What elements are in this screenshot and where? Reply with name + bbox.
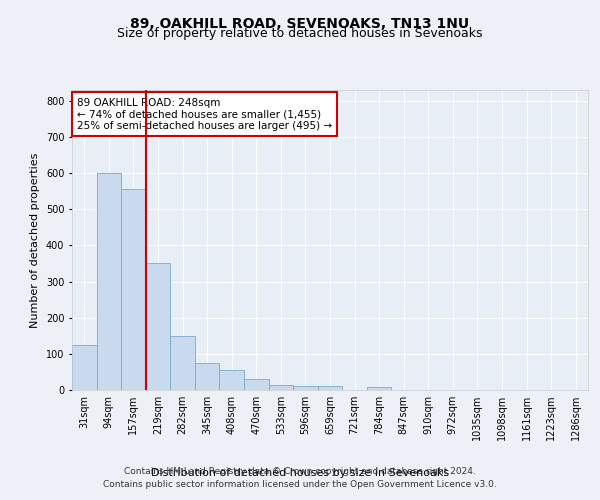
- Bar: [195, 363, 220, 390]
- Bar: [146, 264, 170, 390]
- Text: 89, OAKHILL ROAD, SEVENOAKS, TN13 1NU: 89, OAKHILL ROAD, SEVENOAKS, TN13 1NU: [130, 18, 470, 32]
- Bar: [72, 345, 97, 390]
- Text: Distribution of detached houses by size in Sevenoaks: Distribution of detached houses by size …: [151, 468, 449, 477]
- Bar: [97, 173, 121, 390]
- Bar: [269, 384, 293, 390]
- Bar: [244, 379, 269, 390]
- Text: 89 OAKHILL ROAD: 248sqm
← 74% of detached houses are smaller (1,455)
25% of semi: 89 OAKHILL ROAD: 248sqm ← 74% of detache…: [77, 98, 332, 130]
- Y-axis label: Number of detached properties: Number of detached properties: [31, 152, 40, 328]
- Text: Contains HM Land Registry data © Crown copyright and database right 2024.
Contai: Contains HM Land Registry data © Crown c…: [103, 468, 497, 489]
- Bar: [367, 387, 391, 390]
- Bar: [293, 386, 318, 390]
- Bar: [220, 370, 244, 390]
- Text: Size of property relative to detached houses in Sevenoaks: Size of property relative to detached ho…: [117, 28, 483, 40]
- Bar: [318, 386, 342, 390]
- Bar: [121, 190, 146, 390]
- Bar: [170, 336, 195, 390]
